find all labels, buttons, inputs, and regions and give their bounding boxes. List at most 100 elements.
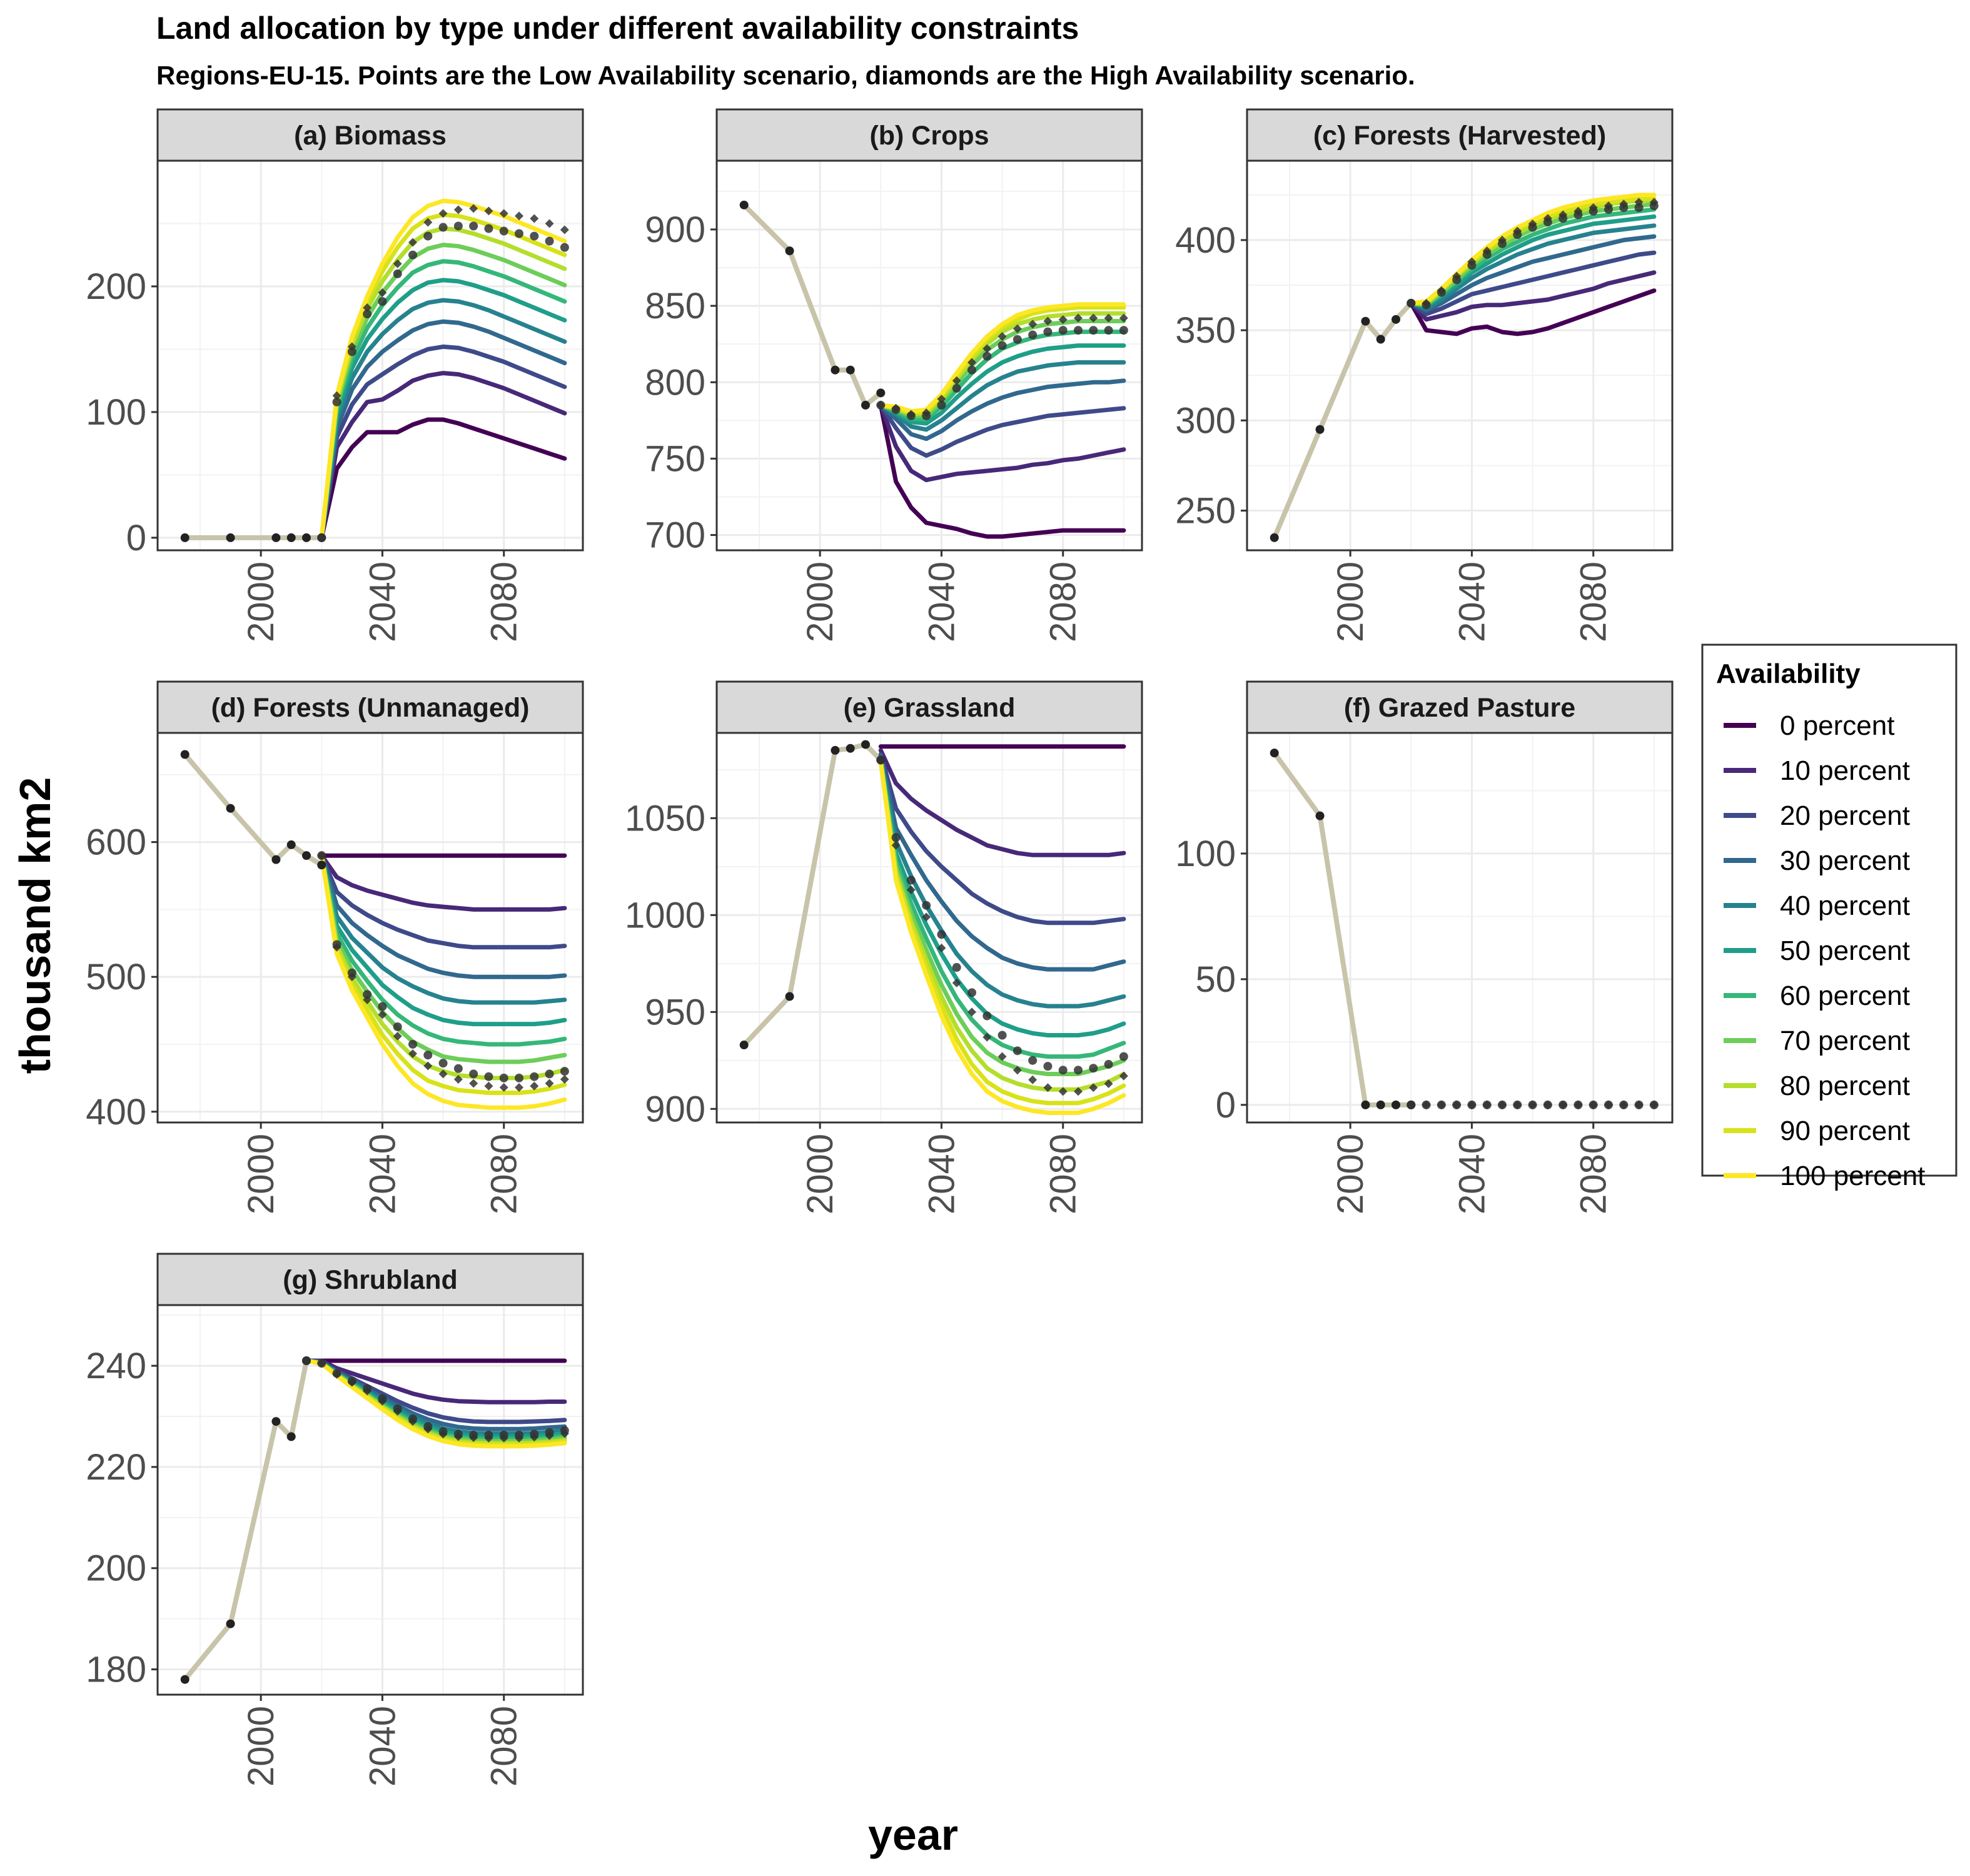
high-availability-diamond xyxy=(499,1082,508,1092)
low-availability-point xyxy=(1634,1100,1644,1109)
low-availability-point xyxy=(317,1359,326,1368)
low-availability-point xyxy=(347,1376,356,1386)
low-availability-point xyxy=(937,400,946,410)
series-line-40-percent xyxy=(1408,223,1657,311)
x-tick-label: 2080 xyxy=(484,562,525,642)
high-availability-diamond xyxy=(998,1052,1007,1061)
panel-background xyxy=(1247,161,1672,550)
x-tick-label: 2040 xyxy=(921,1134,962,1214)
low-availability-point xyxy=(560,243,569,252)
facet-panel: (a) Biomass 0 100 200 2000 2040 2080 xyxy=(86,108,584,642)
low-availability-point xyxy=(891,833,901,842)
low-availability-point xyxy=(499,1430,508,1440)
x-tick-label: 2040 xyxy=(362,1706,403,1787)
low-availability-point xyxy=(423,1422,433,1431)
high-availability-diamond xyxy=(1104,313,1113,323)
x-tick-label: 2000 xyxy=(241,1134,281,1214)
high-availability-diamond xyxy=(1119,1071,1128,1081)
legend-label: 10 percent xyxy=(1780,755,1910,786)
low-availability-point xyxy=(347,347,356,356)
facet-strip-label: (f) Grazed Pasture xyxy=(1344,693,1575,723)
low-availability-point xyxy=(876,400,886,410)
historical-point xyxy=(302,533,311,542)
low-availability-point xyxy=(1573,210,1583,219)
series-line-70-percent xyxy=(319,243,567,540)
panel-border xyxy=(156,732,584,1124)
legend-title: Availability xyxy=(1716,658,1861,689)
historical-point xyxy=(226,1619,235,1628)
high-availability-diamond xyxy=(545,219,554,228)
facet-strip-label: (g) Shrubland xyxy=(283,1265,457,1295)
series-line-30-percent xyxy=(319,853,567,979)
series-line-40-percent xyxy=(878,360,1126,432)
legend-label: 80 percent xyxy=(1780,1071,1910,1101)
high-availability-diamond xyxy=(423,1061,433,1071)
legend-label: 40 percent xyxy=(1780,890,1910,921)
y-tick-label: 0 xyxy=(126,518,146,558)
y-tick-label: 50 xyxy=(1195,959,1236,1000)
panel-background xyxy=(1247,733,1672,1122)
high-availability-diamond xyxy=(484,206,493,216)
low-availability-point xyxy=(484,224,493,233)
x-tick-label: 2000 xyxy=(800,1134,841,1214)
series-line-20-percent xyxy=(319,344,567,540)
panel-border xyxy=(156,1304,584,1696)
facet-strip-label: (d) Forests (Unmanaged) xyxy=(211,693,530,723)
historical-point xyxy=(785,992,794,1001)
high-availability-diamond xyxy=(332,391,341,400)
x-tick-label: 2080 xyxy=(1043,562,1084,642)
low-availability-point xyxy=(1467,261,1477,270)
low-availability-point xyxy=(1498,1100,1507,1109)
high-availability-diamond xyxy=(1043,316,1053,326)
high-availability-diamond xyxy=(393,259,402,268)
high-availability-diamond xyxy=(469,1079,478,1088)
series-line-50-percent xyxy=(319,278,567,540)
series-line-100-percent xyxy=(319,853,567,1110)
low-availability-point xyxy=(363,310,372,319)
historical-point xyxy=(1315,425,1325,434)
historical-point xyxy=(180,1675,189,1684)
y-tick-label: 950 xyxy=(645,992,705,1032)
legend-label: 90 percent xyxy=(1780,1116,1910,1146)
low-availability-point xyxy=(499,1073,508,1082)
historical-point xyxy=(1315,811,1325,820)
low-availability-point xyxy=(560,1067,569,1076)
low-availability-point xyxy=(891,405,901,415)
high-availability-diamond xyxy=(1119,313,1128,323)
panel-border xyxy=(1246,159,1674,552)
low-availability-point xyxy=(545,236,554,246)
gridlines xyxy=(717,733,1142,1122)
low-availability-point xyxy=(1528,223,1537,232)
legend-label: 0 percent xyxy=(1780,710,1894,741)
historical-point xyxy=(785,246,794,256)
legend-label: 60 percent xyxy=(1780,981,1910,1011)
series-line-10-percent xyxy=(319,853,567,912)
low-availability-point xyxy=(423,231,433,241)
low-availability-point xyxy=(906,875,916,885)
x-tick-label: 2080 xyxy=(1573,1134,1614,1214)
low-availability-point xyxy=(1028,1056,1038,1065)
low-availability-point xyxy=(1558,214,1568,223)
low-availability-point xyxy=(1634,203,1644,212)
facet-panel: (e) Grassland 900 950 1000 1050 2000 2040 2080 xyxy=(625,680,1143,1214)
low-availability-point xyxy=(317,851,326,860)
historical-point xyxy=(1270,533,1279,542)
low-availability-point xyxy=(469,1069,478,1079)
high-availability-diamond xyxy=(952,978,961,987)
low-availability-point xyxy=(484,1072,493,1081)
y-tick-label: 900 xyxy=(645,1089,705,1129)
historical-point xyxy=(846,365,855,375)
high-availability-diamond xyxy=(1074,1087,1083,1096)
low-availability-point xyxy=(530,1072,539,1081)
low-availability-point xyxy=(1452,1100,1462,1109)
y-tick-label: 500 xyxy=(86,957,146,997)
gridlines xyxy=(158,1305,583,1695)
facet-panel: (g) Shrubland 180 200 220 240 2000 2040 2080 xyxy=(86,1253,584,1787)
historical-point xyxy=(286,840,296,849)
low-availability-point xyxy=(1482,1100,1492,1109)
x-tick-label: 2040 xyxy=(362,1134,403,1214)
high-availability-diamond xyxy=(967,1007,976,1017)
low-availability-point xyxy=(1089,326,1098,335)
high-availability-diamond xyxy=(1013,1066,1022,1075)
